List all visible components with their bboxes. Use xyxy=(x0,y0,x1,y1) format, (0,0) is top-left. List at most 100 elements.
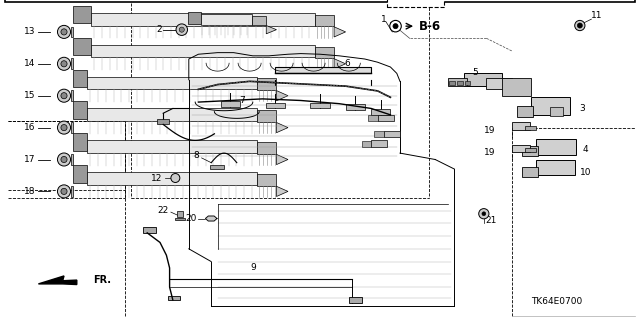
Text: 21: 21 xyxy=(486,216,497,225)
Text: 2: 2 xyxy=(156,25,162,34)
Bar xyxy=(315,47,334,58)
Bar xyxy=(87,140,257,153)
Circle shape xyxy=(58,26,70,38)
Bar xyxy=(371,109,390,115)
Polygon shape xyxy=(276,91,288,101)
Bar xyxy=(188,12,201,24)
Text: B-6: B-6 xyxy=(419,20,441,33)
Bar xyxy=(457,81,463,85)
Bar xyxy=(502,78,531,96)
Text: 8: 8 xyxy=(193,151,198,160)
Polygon shape xyxy=(334,27,346,37)
Bar xyxy=(536,139,576,155)
Bar xyxy=(252,16,266,25)
Circle shape xyxy=(577,23,582,28)
Circle shape xyxy=(61,188,67,195)
Polygon shape xyxy=(70,90,73,101)
Polygon shape xyxy=(70,186,73,197)
Polygon shape xyxy=(70,122,73,133)
Text: 16: 16 xyxy=(24,123,35,132)
Circle shape xyxy=(61,29,67,35)
Text: 22: 22 xyxy=(157,206,169,215)
Polygon shape xyxy=(276,122,288,133)
Bar xyxy=(73,165,87,183)
Bar xyxy=(349,297,362,303)
Text: 12: 12 xyxy=(151,174,163,182)
Bar xyxy=(91,13,315,26)
Text: 19: 19 xyxy=(484,148,495,157)
Bar xyxy=(275,67,371,73)
Circle shape xyxy=(575,20,585,31)
Text: 7: 7 xyxy=(239,96,244,105)
Bar xyxy=(362,141,371,147)
Polygon shape xyxy=(276,154,288,165)
Bar xyxy=(221,101,240,107)
Polygon shape xyxy=(276,186,288,197)
Polygon shape xyxy=(334,59,346,69)
Polygon shape xyxy=(70,58,73,69)
Bar xyxy=(512,122,530,130)
Bar xyxy=(257,142,276,154)
Bar xyxy=(257,110,276,122)
Polygon shape xyxy=(38,276,77,285)
Bar xyxy=(87,172,257,185)
Bar xyxy=(87,77,257,89)
Bar xyxy=(87,108,257,121)
Circle shape xyxy=(61,156,67,163)
Bar xyxy=(517,106,533,117)
Bar xyxy=(168,296,180,300)
Bar xyxy=(257,174,276,186)
Text: 4: 4 xyxy=(583,145,588,154)
Bar xyxy=(368,115,378,121)
Bar xyxy=(346,104,365,110)
Circle shape xyxy=(179,27,184,32)
Bar xyxy=(550,107,563,116)
Text: 17: 17 xyxy=(24,155,35,164)
Bar xyxy=(91,45,315,57)
Text: 19: 19 xyxy=(484,126,495,135)
Circle shape xyxy=(176,24,188,35)
Text: 20: 20 xyxy=(185,214,196,223)
Bar xyxy=(512,145,530,152)
Text: 15: 15 xyxy=(24,91,35,100)
Bar xyxy=(73,101,87,119)
Bar xyxy=(522,146,538,156)
Bar xyxy=(315,15,334,26)
Bar xyxy=(310,103,330,108)
Circle shape xyxy=(58,89,70,102)
Circle shape xyxy=(393,24,398,29)
Circle shape xyxy=(58,121,70,134)
Bar xyxy=(525,126,536,130)
Bar xyxy=(384,131,400,137)
Text: 10: 10 xyxy=(580,168,591,177)
Text: 1: 1 xyxy=(381,15,387,24)
Bar xyxy=(201,14,252,25)
Circle shape xyxy=(61,93,67,99)
Text: 9: 9 xyxy=(250,263,255,272)
Circle shape xyxy=(58,153,70,166)
Text: 14: 14 xyxy=(24,59,35,68)
Circle shape xyxy=(58,57,70,70)
Bar xyxy=(210,165,224,169)
Polygon shape xyxy=(70,154,73,165)
Bar xyxy=(387,0,444,7)
Bar xyxy=(536,160,575,175)
Bar xyxy=(448,78,467,86)
Bar xyxy=(266,103,285,108)
Bar xyxy=(143,227,156,233)
Circle shape xyxy=(171,174,180,182)
Text: FR.: FR. xyxy=(93,275,111,285)
Text: 13: 13 xyxy=(24,27,35,36)
Bar xyxy=(257,78,276,90)
Bar xyxy=(175,218,185,220)
Bar xyxy=(374,131,384,137)
Bar xyxy=(465,81,470,85)
Bar xyxy=(177,211,183,217)
Text: 3: 3 xyxy=(580,104,585,113)
Circle shape xyxy=(61,61,67,67)
Polygon shape xyxy=(205,216,217,221)
Text: TK64E0700: TK64E0700 xyxy=(531,297,582,306)
Circle shape xyxy=(390,20,401,32)
Text: 11: 11 xyxy=(591,11,602,20)
Circle shape xyxy=(61,124,67,131)
